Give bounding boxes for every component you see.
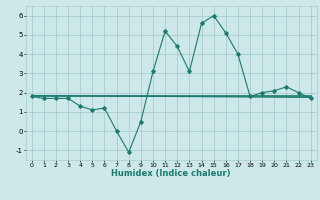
X-axis label: Humidex (Indice chaleur): Humidex (Indice chaleur)	[111, 169, 231, 178]
